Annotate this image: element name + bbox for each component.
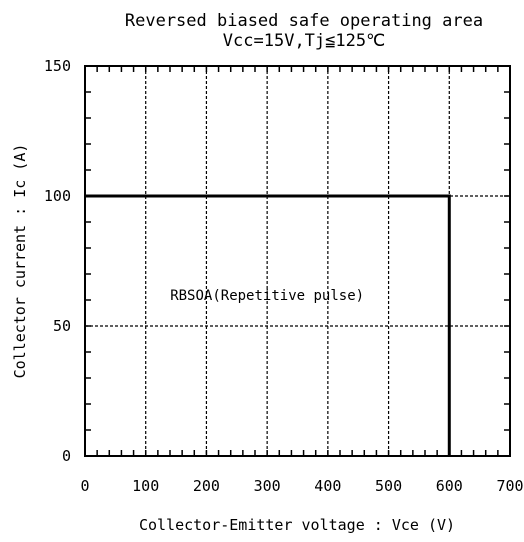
x-tick-label: 100: [132, 477, 159, 495]
x-tick-label: 500: [375, 477, 402, 495]
x-tick-label: 400: [314, 477, 341, 495]
x-tick-label: 0: [80, 477, 89, 495]
x-tick-label: 200: [193, 477, 220, 495]
grid: [85, 66, 510, 456]
x-tick-label: 300: [254, 477, 281, 495]
y-tick-labels: 0 50 100 150: [44, 57, 71, 465]
chart-title: Reversed biased safe operating area: [125, 11, 483, 31]
y-tick-label: 100: [44, 187, 71, 205]
plot-frame: [84, 65, 511, 457]
x-tick-label: 700: [496, 477, 523, 495]
series-group: [85, 194, 451, 456]
x-tick-label: 600: [436, 477, 463, 495]
chart-subtitle: Vcc=15V,Tj≦125℃: [223, 31, 385, 51]
x-tick-labels: 0 100 200 300 400 500 600 700: [80, 477, 523, 495]
y-axis-label: Collector current : Ic (A): [11, 144, 29, 379]
y-tick-label: 0: [62, 447, 71, 465]
series-line-0: [85, 194, 451, 456]
annotation-rbsoa: RBSOA(Repetitive pulse): [170, 288, 364, 304]
x-axis-label: Collector-Emitter voltage : Vce (V): [139, 516, 455, 534]
y-tick-label: 50: [53, 317, 71, 335]
y-tick-label: 150: [44, 57, 71, 75]
axis-ticks: [85, 66, 510, 456]
